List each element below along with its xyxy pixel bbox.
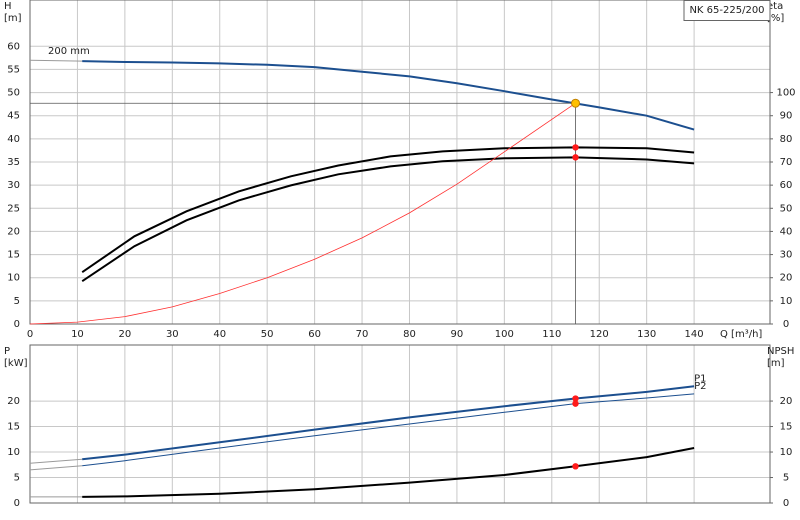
- y-tick-label: 15: [7, 250, 20, 261]
- series-line: [29, 458, 83, 464]
- x-tick-label: 60: [308, 329, 321, 340]
- y2-tick-label: 70: [780, 157, 793, 168]
- y2-tick-label: 50: [780, 203, 793, 214]
- title-box: [683, 0, 771, 21]
- y-tick-label: 30: [7, 180, 20, 191]
- series-line: [82, 385, 695, 461]
- y-axis-label: [m]: [4, 13, 22, 24]
- y-tick-label: 0: [14, 319, 20, 330]
- y-tick-label: 5: [14, 296, 20, 307]
- x-tick-label: 130: [637, 329, 656, 340]
- x-tick-label: 30: [166, 329, 179, 340]
- y-tick-label: 20: [7, 226, 20, 237]
- y2-tick-label: 15: [780, 422, 793, 433]
- series-label: 200 mm: [48, 46, 90, 57]
- x-tick-label: 0: [27, 329, 33, 340]
- y2-tick-label: 20: [780, 273, 793, 284]
- y2-tick-label: 90: [780, 111, 793, 122]
- y-tick-label: 50: [7, 88, 20, 99]
- y2-tick-label: 0: [783, 498, 789, 509]
- y2-axis-label: eta: [767, 1, 783, 12]
- y2-tick-label: 100: [776, 88, 795, 99]
- x-tick-label: 10: [71, 329, 84, 340]
- y2-tick-label: 60: [780, 180, 793, 191]
- x-tick-label: 100: [495, 329, 514, 340]
- series-line: [81, 156, 695, 283]
- y-tick-label: 0: [14, 498, 20, 509]
- y-axis-label: [kW]: [4, 358, 28, 369]
- operating-point: [572, 400, 579, 407]
- series-line: [82, 393, 695, 467]
- y2-axis-label: NPSH: [767, 346, 794, 357]
- y-axis-label: P: [4, 346, 10, 357]
- operating-point: [572, 144, 579, 151]
- y-tick-label: 15: [7, 422, 20, 433]
- y2-tick-label: 10: [780, 447, 793, 458]
- x-tick-label: 70: [356, 329, 369, 340]
- y2-tick-label: 5: [783, 473, 789, 484]
- operating-point: [572, 463, 579, 470]
- y2-tick-label: 0: [783, 319, 789, 330]
- series-label: P2: [694, 381, 706, 392]
- series-line: [81, 146, 695, 274]
- x-tick-label: 120: [590, 329, 609, 340]
- y-tick-label: 55: [7, 64, 20, 75]
- x-tick-label: 140: [685, 329, 704, 340]
- x-axis-label: Q [m³/h]: [720, 329, 762, 340]
- y-tick-label: 10: [7, 447, 20, 458]
- x-tick-label: 20: [119, 329, 132, 340]
- y-tick-label: 40: [7, 134, 20, 145]
- series-line: [82, 447, 695, 498]
- y-tick-label: 20: [7, 396, 20, 407]
- x-tick-label: 50: [261, 329, 274, 340]
- y-tick-label: 25: [7, 203, 20, 214]
- y2-axis-label: [%]: [767, 13, 784, 24]
- series-label: P1: [694, 373, 706, 384]
- x-tick-label: 80: [403, 329, 416, 340]
- plot-frame: [29, 344, 771, 504]
- operating-point: [572, 395, 579, 402]
- x-tick-label: 110: [542, 329, 561, 340]
- y2-tick-label: 10: [780, 296, 793, 307]
- y2-tick-label: 40: [780, 226, 793, 237]
- plot-frame: [29, 0, 771, 325]
- y2-tick-label: 20: [780, 396, 793, 407]
- y2-tick-label: 30: [780, 250, 793, 261]
- operating-point: [571, 98, 581, 108]
- series-line: [29, 465, 83, 471]
- y-tick-label: 60: [7, 41, 20, 52]
- y-tick-label: 35: [7, 157, 20, 168]
- x-tick-label: 40: [213, 329, 226, 340]
- series-line: [29, 59, 83, 62]
- y-tick-label: 10: [7, 273, 20, 284]
- chart-title: NK 65-225/200: [689, 5, 764, 16]
- y-tick-label: 5: [14, 473, 20, 484]
- plot-area: [30, 345, 770, 503]
- y2-tick-label: 80: [780, 134, 793, 145]
- x-tick-label: 90: [451, 329, 464, 340]
- y2-axis-label: [m]: [767, 358, 785, 369]
- y-tick-label: 45: [7, 111, 20, 122]
- series-line: [29, 102, 576, 325]
- y-axis-label: H: [4, 1, 12, 12]
- series-line: [82, 60, 695, 131]
- operating-point: [572, 154, 579, 161]
